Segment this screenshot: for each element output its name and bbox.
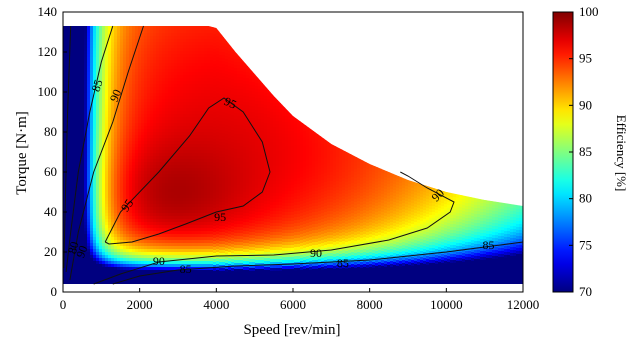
x-axis-label: Speed [rev/min]: [243, 322, 340, 338]
contour-line-80: [63, 25, 72, 269]
contour-label: 85: [89, 78, 106, 94]
x-tick-label: 6000: [280, 297, 306, 312]
contour-label: 95: [214, 210, 226, 224]
colorbar-tick-label: 95: [579, 51, 592, 66]
contour-line-95: [104, 97, 271, 245]
contour-lines: [63, 25, 524, 285]
colorbar-tick-label: 80: [579, 191, 592, 206]
colorbar-ticks: 70 75 80 85 90 95 100: [569, 4, 599, 299]
contour-line-90: [93, 171, 455, 285]
efficiency-heatmap: [63, 26, 523, 284]
y-tick-label: 140: [38, 4, 58, 19]
y-tick-label: 20: [44, 244, 57, 259]
x-tick-label: 4000: [203, 297, 229, 312]
colorbar: 70 75 80 85 90 95 100 Efficiency [%]: [552, 4, 629, 299]
y-tick-label: 80: [44, 124, 57, 139]
y-tick-label: 40: [44, 204, 57, 219]
contour-line-85: [112, 241, 524, 285]
x-axis-ticks: 0 2000 4000 6000 8000 10000 12000: [60, 288, 540, 312]
y-tick-label: 120: [38, 44, 58, 59]
contour-label: 90: [310, 246, 322, 260]
x-tick-label: 12000: [507, 297, 540, 312]
contour-label: 85: [337, 256, 349, 270]
y-tick-label: 0: [51, 284, 58, 299]
x-tick-label: 10000: [430, 297, 463, 312]
y-tick-label: 60: [44, 164, 57, 179]
y-axis-label: Torque [N·m]: [14, 111, 30, 195]
contour-label: 95: [222, 94, 239, 112]
colorbar-tick-label: 70: [579, 284, 592, 299]
contour-label: 80: [65, 240, 82, 255]
colorbar-tick-label: 85: [579, 144, 592, 159]
colorbar-label: Efficiency [%]: [614, 115, 629, 192]
colorbar-tick-label: 90: [579, 97, 592, 112]
contour-label: 90: [107, 87, 124, 103]
contour-label: 85: [483, 238, 495, 252]
y-tick-label: 100: [38, 84, 58, 99]
contour-label: 85: [180, 262, 192, 276]
x-tick-label: 2000: [127, 297, 153, 312]
x-tick-label: 0: [60, 297, 67, 312]
contour-line-90: [69, 25, 144, 281]
colorbar-tick-label: 100: [579, 4, 599, 19]
contour-label: 90: [73, 244, 90, 260]
y-axis-ticks: 0 20 40 60 80 100 120 140: [38, 4, 67, 299]
colorbar-tick-label: 75: [579, 237, 592, 252]
contour-label: 90: [153, 254, 165, 268]
contour-line-85: [65, 25, 114, 273]
x-tick-label: 8000: [357, 297, 383, 312]
